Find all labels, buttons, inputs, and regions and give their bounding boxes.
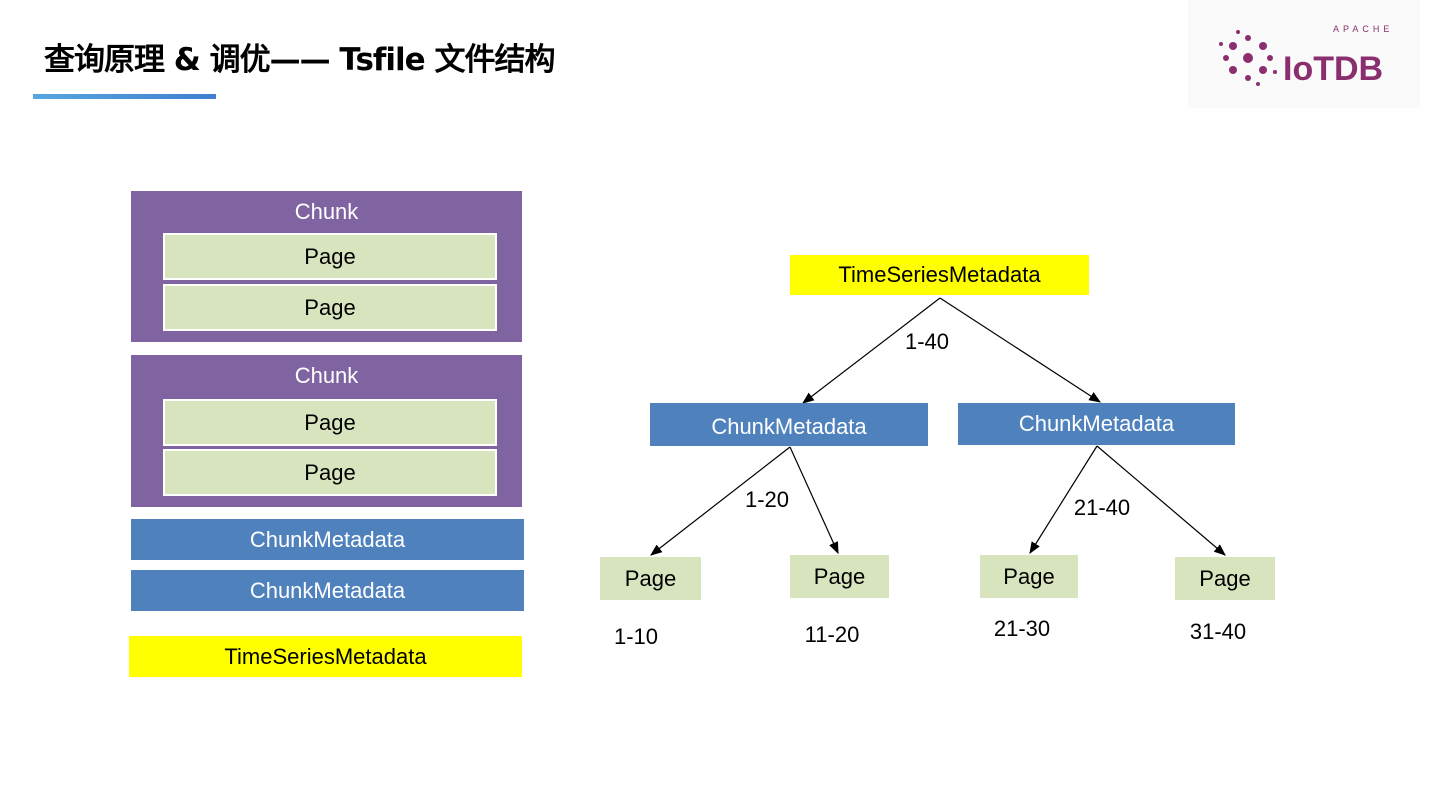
tree-chunk-metadata: ChunkMetadata <box>958 403 1235 445</box>
chunk-label: Chunk <box>294 363 359 388</box>
title-underline <box>33 94 216 99</box>
edge <box>789 446 839 555</box>
range-label: 21-40 <box>1073 495 1131 520</box>
range-label: 1-10 <box>613 624 659 649</box>
edge <box>650 446 791 556</box>
svg-text:APACHE: APACHE <box>1333 24 1393 34</box>
page-block: Page <box>163 399 497 446</box>
range-label: 1-20 <box>744 487 790 512</box>
tree-chunk-metadata: ChunkMetadata <box>650 403 928 446</box>
chunk-metadata-block: ChunkMetadata <box>131 570 524 611</box>
iotdb-logo: IoTDB APACHE <box>1188 0 1420 108</box>
edge <box>1096 445 1226 556</box>
page-block: Page <box>163 449 497 496</box>
edge <box>1029 445 1098 555</box>
chunk-label: Chunk <box>294 199 359 224</box>
page-block: Page <box>163 233 497 280</box>
timeseries-metadata-block: TimeSeriesMetadata <box>129 636 522 677</box>
svg-text:IoTDB: IoTDB <box>1283 50 1383 88</box>
edge <box>802 297 941 404</box>
range-label: 1-40 <box>904 329 950 354</box>
tree-root-timeseries-metadata: TimeSeriesMetadata <box>790 255 1089 295</box>
range-label: 31-40 <box>1189 619 1247 644</box>
tree-page: Page <box>980 555 1078 598</box>
chunk-metadata-block: ChunkMetadata <box>131 519 524 560</box>
range-label: 21-30 <box>993 616 1051 641</box>
page-block: Page <box>163 284 497 331</box>
tree-page: Page <box>1175 557 1275 600</box>
iotdb-logo-icon: IoTDB APACHE <box>1219 24 1393 88</box>
tree-page: Page <box>600 557 701 600</box>
range-label: 11-20 <box>804 622 860 647</box>
page-title: 查询原理 & 调优—— Tsfile 文件结构 <box>44 42 555 78</box>
edge <box>939 297 1102 403</box>
tree-page: Page <box>790 555 889 598</box>
